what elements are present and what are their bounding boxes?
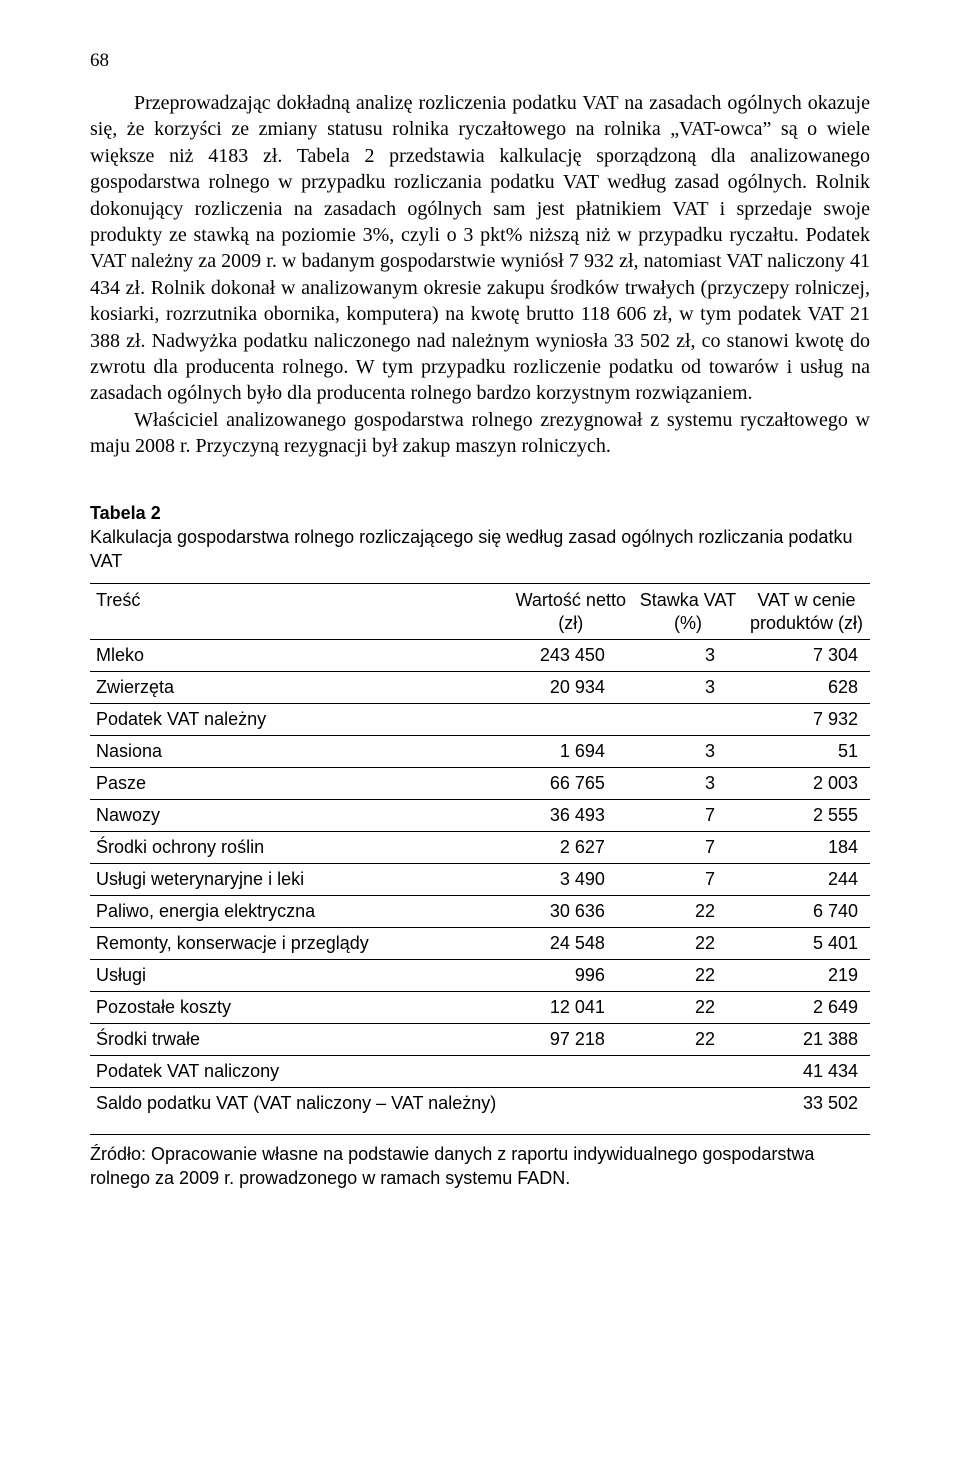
- cell-label: Nawozy: [90, 800, 509, 832]
- cell-vat: 7 304: [743, 640, 870, 672]
- table-row: Usługi 996 22 219: [90, 960, 870, 992]
- cell-netto: 24 548: [509, 928, 633, 960]
- cell-label: Saldo podatku VAT (VAT naliczony – VAT n…: [90, 1088, 509, 1135]
- col-header-stawka: Stawka VAT (%): [633, 584, 743, 640]
- col-header-netto: Wartość netto (zł): [509, 584, 633, 640]
- paragraph-2: Właściciel analizowanego gospodarstwa ro…: [90, 407, 870, 460]
- table-row: Pozostałe koszty 12 041 22 2 649: [90, 992, 870, 1024]
- paragraph-2-text: Właściciel analizowanego gospodarstwa ro…: [90, 409, 870, 457]
- cell-stawka: [633, 1056, 743, 1088]
- page: 68 Przeprowadzając dokładną analizę rozl…: [0, 0, 960, 1260]
- cell-stawka: 3: [633, 672, 743, 704]
- cell-stawka: 3: [633, 640, 743, 672]
- cell-stawka: 22: [633, 992, 743, 1024]
- cell-vat: 51: [743, 736, 870, 768]
- cell-stawka: 22: [633, 928, 743, 960]
- cell-netto: 36 493: [509, 800, 633, 832]
- col-header-netto-line2: (zł): [558, 613, 583, 633]
- col-header-vat-line1: VAT w cenie: [757, 590, 855, 610]
- cell-label: Podatek VAT naliczony: [90, 1056, 509, 1088]
- cell-vat: 6 740: [743, 896, 870, 928]
- table-row: Paliwo, energia elektryczna 30 636 22 6 …: [90, 896, 870, 928]
- cell-label: Nasiona: [90, 736, 509, 768]
- col-header-vat-line2: produktów (zł): [750, 613, 863, 633]
- cell-netto: 243 450: [509, 640, 633, 672]
- table-row: Nasiona 1 694 3 51: [90, 736, 870, 768]
- cell-vat: 33 502: [743, 1088, 870, 1135]
- table-row: Zwierzęta 20 934 3 628: [90, 672, 870, 704]
- table-row: Środki ochrony roślin 2 627 7 184: [90, 832, 870, 864]
- cell-netto: [509, 1056, 633, 1088]
- cell-label: Mleko: [90, 640, 509, 672]
- table-row: Pasze 66 765 3 2 003: [90, 768, 870, 800]
- table-row: Saldo podatku VAT (VAT naliczony – VAT n…: [90, 1088, 870, 1135]
- page-number: 68: [90, 50, 870, 72]
- col-header-stawka-line1: Stawka VAT: [640, 590, 736, 610]
- table-header-row: Treść Wartość netto (zł) Stawka VAT (%) …: [90, 584, 870, 640]
- cell-label: Pozostałe koszty: [90, 992, 509, 1024]
- cell-netto: [509, 704, 633, 736]
- table-row: Podatek VAT należny 7 932: [90, 704, 870, 736]
- cell-netto: 3 490: [509, 864, 633, 896]
- col-header-netto-line1: Wartość netto: [516, 590, 626, 610]
- cell-label: Pasze: [90, 768, 509, 800]
- col-header-stawka-line2: (%): [674, 613, 702, 633]
- cell-vat: 244: [743, 864, 870, 896]
- cell-label: Środki ochrony roślin: [90, 832, 509, 864]
- cell-label: Usługi weterynaryjne i leki: [90, 864, 509, 896]
- paragraph-1: Przeprowadzając dokładną analizę rozlicz…: [90, 90, 870, 407]
- cell-vat: 7 932: [743, 704, 870, 736]
- cell-netto: 2 627: [509, 832, 633, 864]
- table-caption: Kalkulacja gospodarstwa rolnego rozlicza…: [90, 526, 870, 573]
- col-header-tresc: Treść: [90, 584, 509, 640]
- cell-stawka: 7: [633, 800, 743, 832]
- cell-netto: 996: [509, 960, 633, 992]
- cell-netto: 1 694: [509, 736, 633, 768]
- cell-stawka: 22: [633, 1024, 743, 1056]
- cell-stawka: 3: [633, 768, 743, 800]
- cell-netto: [509, 1088, 633, 1135]
- table-body: Mleko 243 450 3 7 304 Zwierzęta 20 934 3…: [90, 640, 870, 1135]
- cell-netto: 97 218: [509, 1024, 633, 1056]
- cell-stawka: 7: [633, 832, 743, 864]
- table-row: Usługi weterynaryjne i leki 3 490 7 244: [90, 864, 870, 896]
- cell-label: Podatek VAT należny: [90, 704, 509, 736]
- table-row: Mleko 243 450 3 7 304: [90, 640, 870, 672]
- cell-netto: 20 934: [509, 672, 633, 704]
- table-row: Remonty, konserwacje i przeglądy 24 548 …: [90, 928, 870, 960]
- table-row: Nawozy 36 493 7 2 555: [90, 800, 870, 832]
- cell-vat: 5 401: [743, 928, 870, 960]
- table-row: Podatek VAT naliczony 41 434: [90, 1056, 870, 1088]
- cell-vat: 2 649: [743, 992, 870, 1024]
- col-header-vat: VAT w cenie produktów (zł): [743, 584, 870, 640]
- table-label: Tabela 2: [90, 503, 870, 524]
- cell-label: Usługi: [90, 960, 509, 992]
- cell-netto: 66 765: [509, 768, 633, 800]
- cell-vat: 2 003: [743, 768, 870, 800]
- cell-label: Paliwo, energia elektryczna: [90, 896, 509, 928]
- paragraph-1-text: Przeprowadzając dokładną analizę rozlicz…: [90, 92, 870, 404]
- cell-netto: 12 041: [509, 992, 633, 1024]
- cell-stawka: 22: [633, 896, 743, 928]
- data-table: Treść Wartość netto (zł) Stawka VAT (%) …: [90, 583, 870, 1135]
- cell-label: Remonty, konserwacje i przeglądy: [90, 928, 509, 960]
- cell-vat: 219: [743, 960, 870, 992]
- cell-stawka: [633, 704, 743, 736]
- cell-label: Środki trwałe: [90, 1024, 509, 1056]
- cell-vat: 628: [743, 672, 870, 704]
- cell-vat: 21 388: [743, 1024, 870, 1056]
- cell-stawka: [633, 1088, 743, 1135]
- cell-stawka: 22: [633, 960, 743, 992]
- cell-vat: 41 434: [743, 1056, 870, 1088]
- table-head: Treść Wartość netto (zł) Stawka VAT (%) …: [90, 584, 870, 640]
- cell-stawka: 7: [633, 864, 743, 896]
- cell-vat: 184: [743, 832, 870, 864]
- cell-label: Zwierzęta: [90, 672, 509, 704]
- table-row: Środki trwałe 97 218 22 21 388: [90, 1024, 870, 1056]
- table-source: Źródło: Opracowanie własne na podstawie …: [90, 1143, 870, 1190]
- cell-vat: 2 555: [743, 800, 870, 832]
- cell-netto: 30 636: [509, 896, 633, 928]
- cell-stawka: 3: [633, 736, 743, 768]
